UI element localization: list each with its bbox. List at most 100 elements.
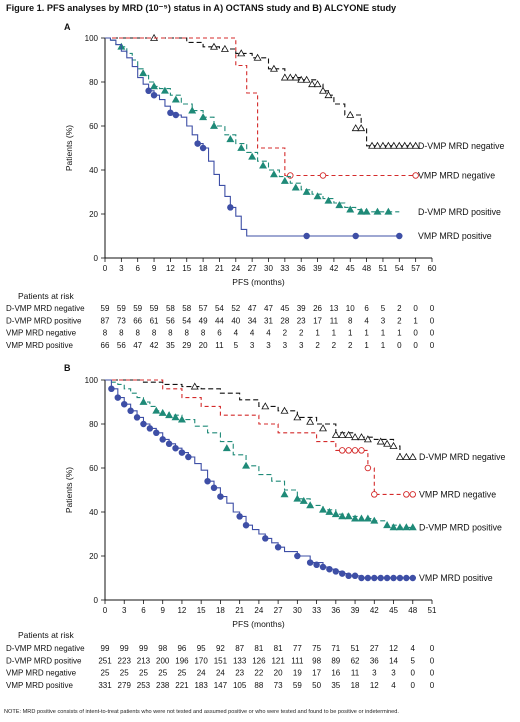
- risk-value: 20: [199, 341, 208, 350]
- risk-value: 20: [274, 669, 283, 678]
- risk-value: 1: [381, 329, 386, 338]
- censor-marker: [291, 183, 300, 191]
- series-label: VMP MRD positive: [419, 573, 493, 583]
- risk-value: 25: [158, 669, 167, 678]
- censor-marker: [165, 440, 173, 448]
- censor-marker: [172, 444, 179, 452]
- censor-marker: [403, 574, 410, 582]
- censor-marker: [411, 141, 420, 149]
- x-tick-label: 45: [389, 606, 398, 615]
- censor-marker: [319, 86, 327, 94]
- x-tick-label: 60: [428, 264, 437, 273]
- censor-marker: [139, 397, 148, 405]
- censor-marker: [412, 172, 419, 179]
- risk-value: 8: [119, 329, 124, 338]
- x-tick-label: 51: [378, 264, 387, 273]
- risk-value: 57: [199, 304, 208, 313]
- censor-marker: [389, 441, 398, 449]
- risk-value: 4: [234, 329, 239, 338]
- risk-value: 25: [101, 669, 110, 678]
- risk-value: 223: [118, 656, 132, 665]
- risk-value: 22: [254, 669, 263, 678]
- risk-value: 11: [330, 316, 339, 325]
- y-axis-label: Patients (%): [64, 467, 74, 513]
- censor-marker: [306, 417, 315, 425]
- x-axis-label: PFS (months): [232, 277, 285, 287]
- censor-marker: [204, 477, 211, 485]
- x-tick-label: 21: [215, 264, 224, 273]
- risk-value: 11: [215, 341, 224, 350]
- risk-value: 4: [266, 329, 271, 338]
- censor-marker: [351, 447, 359, 454]
- x-tick-label: 15: [197, 606, 206, 615]
- censor-marker: [210, 42, 218, 50]
- censor-marker: [199, 144, 207, 152]
- risk-value: 0: [430, 656, 435, 665]
- censor-marker: [351, 124, 360, 132]
- censor-marker: [403, 491, 410, 498]
- series-line: [105, 379, 413, 579]
- censor-marker: [262, 535, 269, 542]
- risk-value: 98: [312, 656, 321, 665]
- censor-marker: [242, 461, 251, 469]
- risk-value: 39: [297, 304, 306, 313]
- x-tick-label: 48: [408, 606, 417, 615]
- series-line: [105, 37, 400, 237]
- x-tick-label: 39: [351, 606, 360, 615]
- risk-value: 5: [234, 341, 239, 350]
- censor-marker: [371, 574, 378, 582]
- risk-value: 3: [250, 341, 255, 350]
- risk-value: 8: [103, 329, 108, 338]
- censor-marker: [383, 574, 391, 582]
- risk-value: 47: [264, 304, 273, 313]
- risk-value: 196: [175, 656, 189, 665]
- risk-value: 0: [413, 329, 418, 338]
- censor-marker: [357, 124, 366, 132]
- censor-marker: [280, 73, 289, 81]
- risk-value: 17: [313, 316, 322, 325]
- risk-value: 59: [117, 304, 126, 313]
- censor-marker: [291, 73, 300, 81]
- risk-value: 23: [297, 316, 306, 325]
- censor-marker: [338, 430, 347, 438]
- risk-value: 1: [397, 329, 402, 338]
- censor-marker: [346, 110, 355, 118]
- risk-value: 42: [150, 341, 159, 350]
- censor-marker: [236, 513, 243, 520]
- censor-marker: [259, 161, 268, 169]
- risk-value: 73: [274, 681, 283, 690]
- censor-marker: [338, 447, 346, 454]
- censor-marker: [293, 413, 302, 421]
- risk-value: 4: [391, 681, 396, 690]
- risk-value: 59: [150, 304, 159, 313]
- risk-value: 0: [430, 644, 435, 653]
- y-tick-label: 100: [85, 376, 99, 385]
- censor-marker: [306, 501, 315, 509]
- risk-value: 8: [348, 316, 353, 325]
- series-1: D-VMP MRD negative: [105, 33, 504, 151]
- censor-marker: [280, 176, 289, 184]
- risk-value: 0: [397, 341, 402, 350]
- y-tick-label: 80: [89, 78, 98, 87]
- censor-marker: [377, 574, 384, 582]
- risk-value: 6: [217, 329, 222, 338]
- risk-value: 40: [231, 316, 240, 325]
- x-tick-label: 42: [370, 606, 379, 615]
- risk-table-title: Patients at risk: [18, 291, 74, 301]
- risk-value: 44: [215, 316, 224, 325]
- censor-marker: [402, 523, 411, 531]
- series-label: VMP MRD negative: [419, 489, 496, 499]
- risk-value: 8: [152, 329, 157, 338]
- risk-value: 12: [389, 644, 398, 653]
- risk-value: 3: [381, 316, 386, 325]
- censor-marker: [150, 91, 158, 99]
- censor-marker: [217, 493, 224, 500]
- figure-note: NOTE: MRD positive consists of intent-to…: [4, 709, 399, 715]
- risk-value: 0: [430, 329, 435, 338]
- risk-value: 25: [177, 669, 186, 678]
- risk-value: 121: [271, 656, 285, 665]
- censor-marker: [171, 95, 180, 103]
- censor-marker: [362, 207, 371, 215]
- risk-value: 111: [291, 656, 304, 665]
- risk-value: 73: [117, 316, 126, 325]
